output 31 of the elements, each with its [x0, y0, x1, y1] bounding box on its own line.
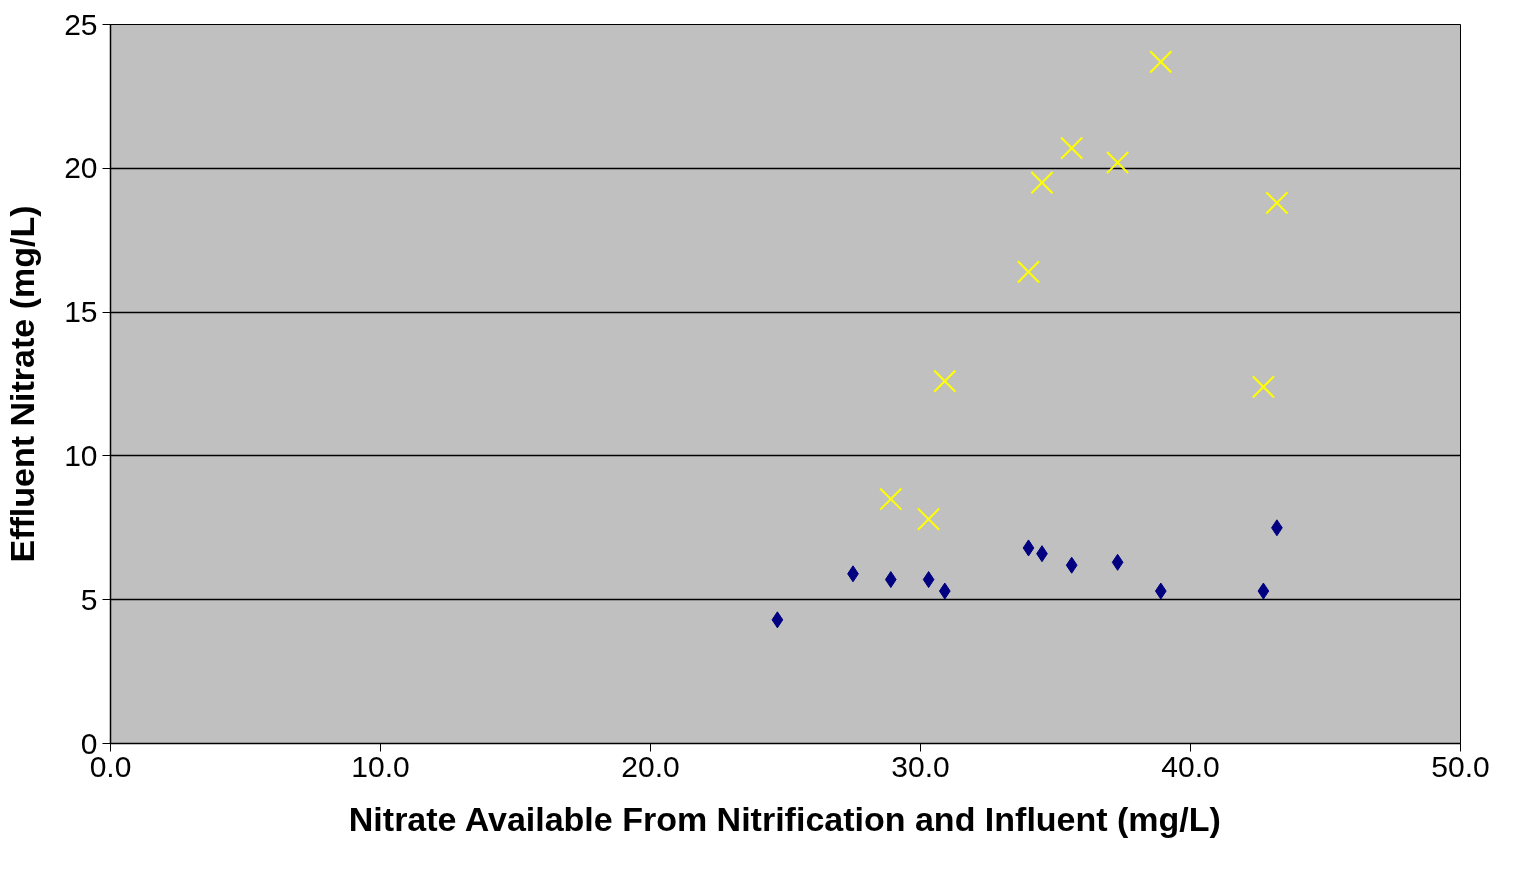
point: [1154, 582, 1167, 600]
y-tick-label: 15: [64, 295, 98, 329]
point: [1022, 539, 1035, 557]
point: [884, 571, 897, 589]
y-tick-label: 20: [64, 151, 98, 185]
point: [1265, 191, 1289, 215]
point: [879, 487, 903, 511]
y-tick-label: 25: [64, 7, 98, 41]
point: [1251, 375, 1276, 399]
point: [922, 571, 935, 589]
point: [1016, 260, 1041, 284]
point: [771, 611, 784, 629]
x-tick-label: 50.0: [1431, 749, 1490, 783]
point: [916, 507, 941, 531]
point: [1149, 50, 1173, 74]
x-axis-title: Nitrate Available From Nitrification and Influent (mg/L): [348, 799, 1221, 838]
y-axis-title: Effluent Nitrate (mg/L): [3, 205, 42, 563]
y-tick-label: 10: [64, 438, 98, 472]
x-tick-label: 40.0: [1161, 749, 1220, 783]
x-tick-label: 30.0: [891, 749, 950, 783]
x-tick-label: 10.0: [351, 749, 410, 783]
point: [938, 582, 951, 600]
point: [1065, 556, 1078, 574]
point: [933, 369, 957, 393]
point: [1105, 150, 1130, 175]
point: [1060, 136, 1084, 160]
point: [1257, 582, 1270, 600]
y-tick-label: 5: [80, 582, 98, 616]
x-tick-label: 20.0: [621, 749, 680, 783]
point: [1030, 171, 1054, 195]
point: [1111, 553, 1124, 571]
